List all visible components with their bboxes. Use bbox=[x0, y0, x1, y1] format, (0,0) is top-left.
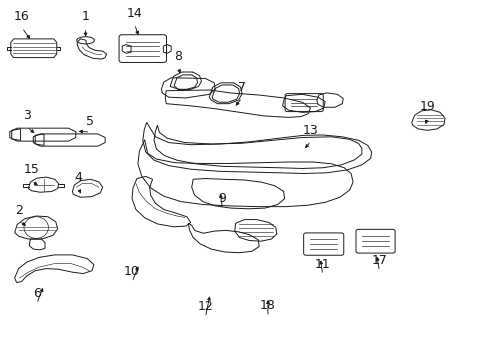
Text: 8: 8 bbox=[174, 50, 182, 63]
Text: 2: 2 bbox=[16, 204, 23, 217]
Text: 4: 4 bbox=[74, 171, 82, 184]
Text: 13: 13 bbox=[303, 124, 318, 137]
Text: 5: 5 bbox=[86, 115, 94, 128]
Text: 17: 17 bbox=[371, 254, 386, 267]
Text: 12: 12 bbox=[197, 300, 213, 313]
Text: 14: 14 bbox=[126, 7, 142, 20]
Text: 1: 1 bbox=[81, 10, 89, 23]
Text: 7: 7 bbox=[238, 81, 245, 94]
Text: 15: 15 bbox=[24, 163, 40, 176]
Text: 6: 6 bbox=[33, 287, 41, 300]
Text: 16: 16 bbox=[14, 10, 30, 23]
Text: 3: 3 bbox=[23, 109, 31, 122]
Text: 18: 18 bbox=[260, 300, 275, 312]
Text: 9: 9 bbox=[218, 192, 226, 205]
Text: 19: 19 bbox=[419, 100, 435, 113]
Text: 11: 11 bbox=[314, 258, 330, 271]
Text: 10: 10 bbox=[124, 265, 140, 278]
